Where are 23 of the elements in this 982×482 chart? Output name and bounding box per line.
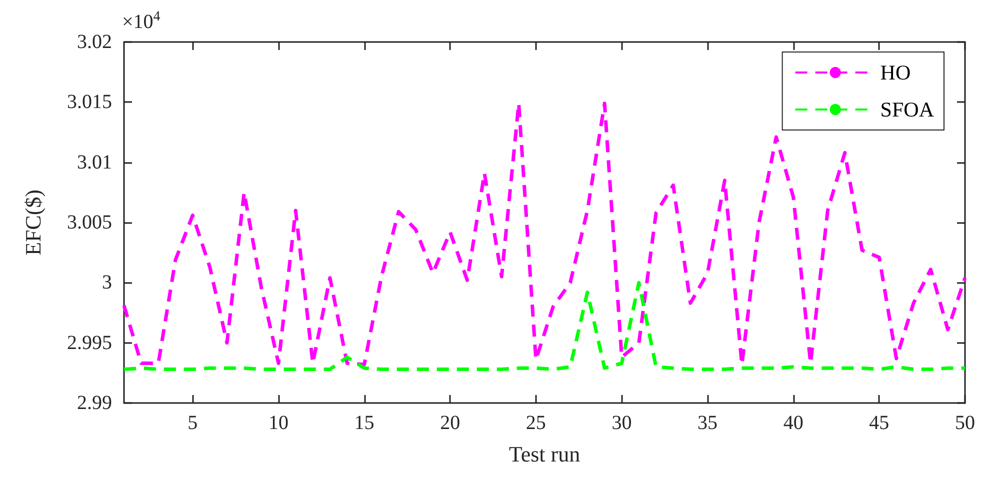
x-tick-label: 40 (783, 412, 804, 434)
y-tick-label: 3.015 (67, 91, 112, 114)
y-tick-label: 2.99 (77, 392, 112, 414)
x-tick-label: 15 (354, 412, 374, 434)
x-tick-label: 5 (188, 412, 198, 434)
y-tick-label: 3.01 (77, 151, 112, 174)
x-tick-label: 20 (440, 412, 460, 434)
x-tick-label: 10 (268, 412, 288, 434)
x-tick-label: 45 (869, 412, 890, 434)
line-series (122, 280, 967, 372)
y-axis-title: EFC($) (20, 190, 46, 256)
y-tick-label: 2.995 (67, 332, 112, 354)
x-tick-label: 50 (955, 412, 975, 434)
x-axis-title: Test run (508, 442, 580, 466)
y-tick-label: 3.005 (67, 212, 112, 234)
legend-label: SFOA (880, 98, 935, 122)
x-tick-label: 25 (526, 412, 546, 434)
line-series (122, 102, 967, 366)
y-tick-label: 3.02 (77, 31, 112, 53)
legend-label: HO (880, 60, 911, 84)
x-tick-label: 35 (698, 412, 718, 434)
y-tick-label: 3 (102, 272, 112, 294)
x-tick-label: 30 (612, 412, 632, 434)
